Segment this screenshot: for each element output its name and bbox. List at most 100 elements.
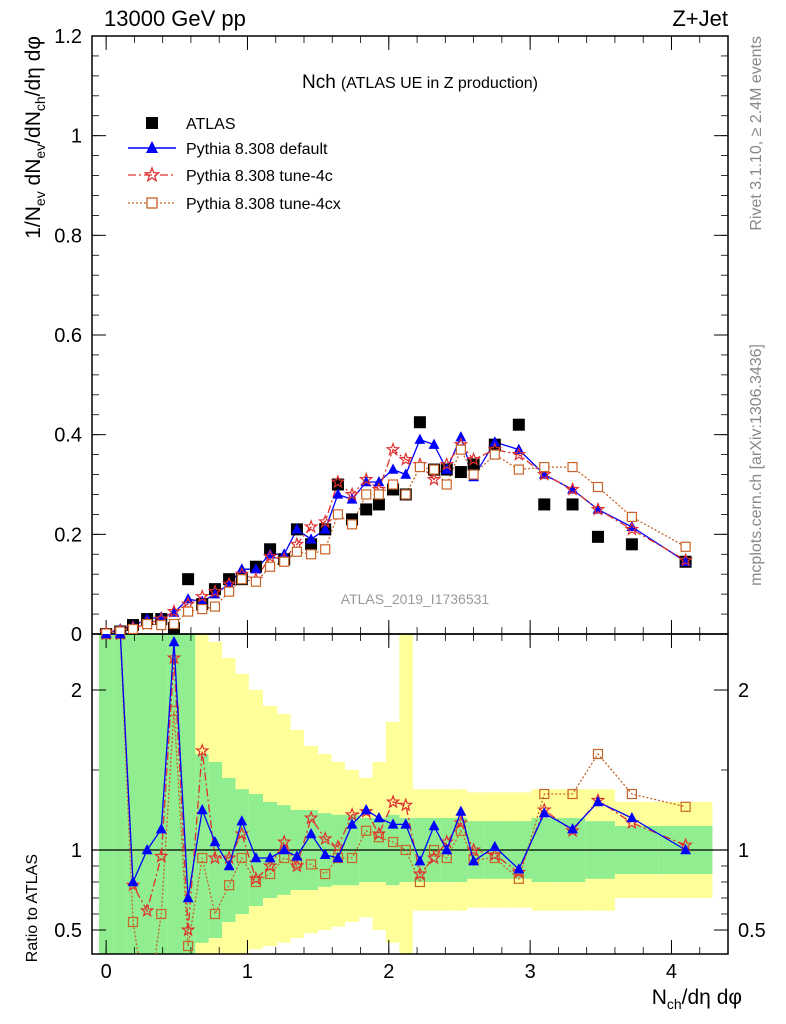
ratio-tune4c-point-12 bbox=[262, 858, 278, 873]
ratio-default-point-24 bbox=[428, 820, 440, 831]
green-band-0 bbox=[99, 634, 114, 954]
tune4cx-point-15 bbox=[305, 549, 317, 560]
tune4cx-point-24 bbox=[428, 464, 440, 475]
legend-item-default: Pythia 8.308 default bbox=[128, 141, 328, 158]
tune4cx-point-29 bbox=[513, 464, 524, 475]
ratio-tune4cx-point-15 bbox=[305, 859, 317, 870]
atlas-point-26 bbox=[454, 466, 467, 479]
legend-marker-atlas bbox=[146, 117, 158, 129]
atlas-point-19 bbox=[360, 503, 373, 516]
default-point-11 bbox=[250, 563, 262, 574]
ratio-default-point-15 bbox=[305, 828, 317, 839]
ratio-default-point-26 bbox=[455, 805, 467, 816]
ratio-default-point-14 bbox=[291, 850, 303, 861]
ratio-default-point-22 bbox=[400, 818, 412, 829]
main-ytick-label-3: 0.6 bbox=[54, 325, 82, 347]
ratio-tune4c-point-22 bbox=[398, 797, 414, 812]
ratio-default-point-11 bbox=[250, 852, 262, 863]
tune4cx-point-1 bbox=[115, 626, 126, 634]
tune4cx-point-2 bbox=[127, 623, 139, 634]
ratio-line-2 bbox=[106, 634, 686, 954]
tune4cx-point-12 bbox=[264, 561, 276, 572]
ratio-default-point-28 bbox=[489, 840, 501, 851]
xlabel-part-0: N bbox=[652, 986, 667, 1009]
tune4cx-point-34 bbox=[680, 541, 691, 552]
tune4cx-point-18 bbox=[346, 519, 358, 530]
ylabel-part-4: /dN bbox=[22, 111, 45, 144]
tune4cx-point-30 bbox=[539, 461, 550, 473]
green-band-5 bbox=[167, 634, 182, 954]
green-band-1 bbox=[113, 634, 127, 954]
ratio-tune4c-point-16 bbox=[317, 831, 333, 846]
default-point-22 bbox=[400, 468, 412, 479]
ratio-tune4cx-point-11 bbox=[250, 876, 262, 888]
ratio-tune4c-point-4 bbox=[153, 848, 169, 863]
ratio-axis-ticks: 0 1 2 3 4 0.5 0.5 1 1 2 2 bbox=[54, 634, 766, 983]
tune4c-point-19 bbox=[358, 471, 374, 486]
ratio-tune4cx-point-31 bbox=[567, 788, 578, 800]
ratio-default-point-8 bbox=[209, 836, 221, 847]
default-point-33 bbox=[626, 520, 638, 532]
tune4cx-point-17 bbox=[332, 509, 344, 520]
ratio-series-group bbox=[100, 634, 693, 954]
ratio-default-point-19 bbox=[360, 804, 372, 815]
atlas-point-6 bbox=[182, 573, 195, 586]
ratio-ytick-label-left-1: 1 bbox=[71, 840, 82, 862]
default-point-14 bbox=[291, 523, 303, 534]
tune4cx-point-6 bbox=[183, 606, 194, 617]
default-point-15 bbox=[305, 533, 317, 544]
legend-label-default: Pythia 8.308 default bbox=[186, 141, 328, 158]
tune4c-point-30 bbox=[536, 466, 552, 481]
side-label-top: Rivet 3.1.10, ≥ 2.4M events bbox=[748, 36, 765, 231]
ratio-default-point-10 bbox=[236, 815, 248, 826]
tune4cx-point-10 bbox=[236, 574, 247, 585]
tune4c-point-8 bbox=[207, 583, 223, 598]
tune4cx-point-4 bbox=[156, 619, 167, 631]
ylabel-part-2: dN bbox=[22, 159, 45, 192]
ratio-tune4cx-point-19 bbox=[361, 825, 372, 836]
ratio-y-axis-label: Ratio to ATLAS bbox=[24, 854, 41, 962]
ratio-line-1 bbox=[106, 634, 686, 931]
x-tick-label-0: 0 bbox=[101, 961, 112, 983]
x-tick-label-3: 3 bbox=[525, 961, 536, 983]
ratio-tune4c-point-23 bbox=[412, 866, 428, 881]
tune4cx-point-31 bbox=[567, 461, 578, 473]
main-ytick-label-5: 1 bbox=[71, 126, 82, 148]
atlas-point-29 bbox=[512, 418, 525, 431]
yellow-band-22 bbox=[399, 634, 413, 954]
ratio-default-point-31 bbox=[567, 823, 578, 834]
tune4c-point-18 bbox=[344, 486, 360, 501]
tune4cx-point-32 bbox=[592, 481, 604, 493]
ratio-tune4cx-point-28 bbox=[489, 852, 500, 864]
tune4cx-point-33 bbox=[626, 511, 637, 522]
legend-label-atlas: ATLAS bbox=[186, 116, 236, 133]
ratio-tune4c-point-11 bbox=[248, 871, 264, 886]
ratio-default-point-4 bbox=[155, 823, 167, 834]
watermark: ATLAS_2019_I1736531 bbox=[341, 591, 490, 607]
legend-marker-tune-4c bbox=[143, 166, 161, 183]
ratio-tune4c-point-29 bbox=[511, 864, 527, 879]
x-tick-label-1: 1 bbox=[242, 961, 253, 983]
ratio-default-point-16 bbox=[319, 848, 331, 859]
tune4c-point-33 bbox=[624, 521, 640, 536]
main-y-axis-label: 1/Nev dNev/dNch/dη dφ bbox=[22, 36, 48, 239]
ratio-tune4cx-point-7 bbox=[197, 852, 208, 864]
ratio-tune4cx-point-24 bbox=[428, 844, 440, 856]
tune4cx-point-5 bbox=[168, 618, 180, 630]
ratio-tune4cx-point-16 bbox=[320, 868, 331, 880]
legend-marker-tune-4cx bbox=[146, 197, 158, 209]
main-ytick-label-4: 0.8 bbox=[54, 225, 82, 247]
atlas-point-20 bbox=[372, 498, 385, 511]
ratio-tune4c-point-7 bbox=[194, 743, 210, 758]
ratio-uncertainty-bands bbox=[99, 634, 713, 954]
ylabel-part-1: ev bbox=[32, 191, 48, 206]
tune4cx-point-19 bbox=[361, 489, 372, 500]
ratio-default-point-7 bbox=[196, 804, 208, 815]
tune4cx-point-13 bbox=[279, 556, 290, 567]
tune4cx-point-21 bbox=[387, 479, 399, 490]
ratio-tune4c-point-6 bbox=[180, 922, 196, 937]
tune4c-point-25 bbox=[439, 456, 455, 471]
ylabel-part-3: ev bbox=[32, 144, 48, 159]
ratio-ytick-label-right-1: 1 bbox=[738, 840, 749, 862]
